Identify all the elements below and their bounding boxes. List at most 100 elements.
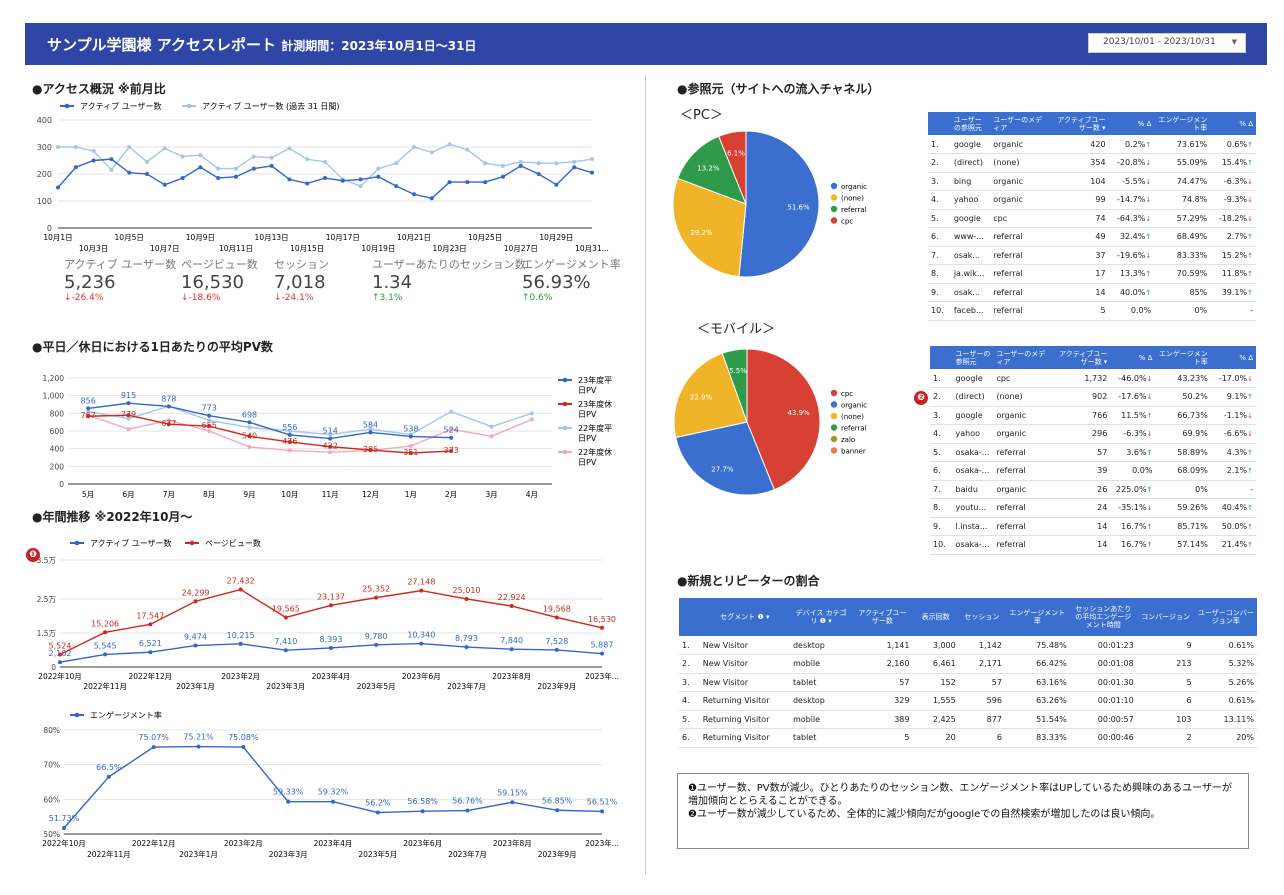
marker-1: ❶	[26, 548, 40, 562]
arrow-up-icon: ↑	[1247, 504, 1253, 513]
table-cell: 39	[1052, 461, 1111, 481]
table-cell: 0.0%	[1108, 301, 1155, 321]
cell-text: -14.7%	[1117, 195, 1146, 205]
table-cell: 104	[1050, 172, 1109, 191]
y-tick-label: 800	[50, 409, 65, 418]
table-cell: (none)	[993, 387, 1053, 407]
data-point	[412, 192, 416, 197]
metric-change: ↑0.6%	[522, 293, 553, 303]
data-point	[572, 159, 577, 164]
y-tick-label: 1.5万	[37, 629, 57, 638]
data-point	[103, 652, 108, 657]
cell-text: 2.	[933, 392, 941, 402]
metric-change: ↓-26.4%	[64, 293, 104, 303]
data-point	[328, 436, 333, 441]
data-point	[166, 404, 171, 409]
cell-text: -6.6%	[1223, 429, 1248, 439]
table-cell: 9.	[928, 283, 951, 302]
x-tick-label: 2023年8月	[492, 671, 531, 681]
table-cell: 73.61%	[1154, 135, 1211, 154]
cell-text: yahoo	[953, 195, 979, 205]
table-cell: osaka-...	[952, 535, 994, 555]
table-cell: organic	[993, 480, 1053, 499]
table-cell: 50.2%	[1155, 387, 1211, 407]
data-label: 538	[403, 424, 418, 433]
legend-label: cpc	[841, 390, 853, 398]
table-cell: -19.6%↓	[1108, 246, 1155, 265]
marker-2: ❷	[914, 391, 928, 405]
legend-dot	[186, 103, 192, 109]
newret-section-title: ●新規とリピーターの割合	[677, 574, 820, 588]
data-point	[329, 645, 333, 650]
legend-dot	[562, 401, 568, 407]
table-cell: -18.2%↓	[1210, 209, 1256, 228]
table-cell: organic	[993, 424, 1053, 444]
data-point	[447, 180, 452, 185]
metric-label: ユーザーあたりのセッション数	[372, 258, 526, 271]
table-cell: 9	[1136, 636, 1195, 655]
table-header-cell[interactable]: デバイス カテゴリ ❶ ▾	[789, 598, 853, 636]
arrow-down-icon: ↓	[1145, 196, 1152, 205]
table-cell: 66.73%	[1155, 406, 1211, 425]
referrer-section-title: ●参照元（サイトへの流入チャネル）	[677, 82, 880, 96]
table-cell: referral	[990, 283, 1051, 302]
cell-text: -6.3%	[1223, 176, 1248, 186]
table-cell: -6.3%↓	[1110, 424, 1156, 444]
data-point	[162, 182, 167, 187]
legend-label: 日PV	[578, 458, 597, 467]
table-cell: 66.42%	[1004, 654, 1070, 674]
table-row: 1. google cpc 1,732 -46.0%↓ 43.23% -17.0%↓	[930, 369, 1256, 388]
table-cell: 55.09%	[1154, 153, 1211, 173]
table-cell: osaka-...	[952, 443, 994, 462]
data-point	[145, 159, 149, 164]
arrow-down-icon: ↓	[1146, 430, 1153, 439]
cell-text: 16.7%	[1121, 521, 1147, 531]
cell-text: 8.	[931, 269, 939, 279]
arrow-down-icon: ↓	[1146, 393, 1153, 402]
table-cell: 0.0%	[1110, 461, 1156, 481]
data-label: 75.07%	[138, 733, 169, 742]
data-point	[465, 180, 470, 185]
new-returning-table: セグメント ❶ ▾ デバイス カテゴリ ❶ ▾ アクティブユーザー数 表示回数 セッショ…	[679, 598, 1257, 748]
cell-text: -19.6%	[1117, 250, 1146, 260]
table-header-cell[interactable]: アクティブユーザー数 ▾	[1052, 346, 1111, 369]
engagement-rate-chart: 50% 60% 70% 80% 2022年10月 2022年12月 2023年2月 2023年…	[42, 710, 619, 859]
table-row: 6. osaka-... referral 39 0.0% 68.09% 2.1%↑	[930, 461, 1256, 481]
table-cell: cpc	[993, 369, 1053, 388]
table-cell: l.insta...	[952, 517, 994, 536]
table-cell: 5.26%	[1194, 673, 1257, 692]
x-tick-label: 10月19日	[361, 244, 395, 253]
arrow-up-icon: ↑	[1247, 233, 1253, 242]
series-line	[88, 405, 533, 436]
legend-dot	[74, 712, 80, 718]
report-period: 計測期間：2023年10月1日～31日	[281, 39, 477, 53]
table-row: 2. (direct) (none) 354 -20.8%↓ 55.09% 15.4%↑	[928, 153, 1256, 173]
legend-dot	[562, 425, 568, 431]
table-row: 8. youtu... referral 24 -35.1%↓ 59.26% 40.4%↑	[930, 498, 1256, 518]
y-tick-label: 70%	[43, 761, 60, 770]
table-row: 6. Returning Visitor tablet 5 20 6 83.33% 00:00…	[679, 728, 1257, 748]
x-tick-label: 2022年10月	[42, 838, 86, 848]
chevron-down-icon[interactable]: ▼	[1231, 38, 1237, 46]
table-cell: 74.8%	[1154, 190, 1211, 210]
data-point	[62, 826, 66, 831]
data-point	[509, 604, 514, 609]
arrow-up-icon: ↑	[1146, 522, 1153, 531]
data-label: 8,793	[455, 634, 478, 643]
mobile-label: ＜モバイル＞	[697, 322, 776, 337]
data-label: 698	[242, 410, 257, 419]
legend-label: organic	[841, 183, 867, 191]
table-cell: -17.6%↓	[1110, 387, 1156, 407]
comment-box: ❶ユーザー数、PV数が減少。ひとりあたりのセッション数、エンゲージメント率はUP…	[677, 773, 1249, 849]
slice-label: 27.7%	[711, 465, 734, 473]
data-label: 422	[323, 442, 338, 451]
x-tick-label: 5月	[82, 490, 94, 499]
x-tick-label: 4月	[526, 490, 538, 499]
table-cell: New Visitor	[699, 673, 790, 692]
table-header-cell[interactable]: セグメント ❶ ▾	[699, 598, 790, 636]
date-range-picker[interactable]: 2023/10/01 - 2023/10/31 ▼	[1088, 33, 1246, 53]
data-point	[103, 630, 108, 635]
cell-text: 83.33%	[1176, 250, 1208, 260]
table-header-cell[interactable]: アクティブユーザー数 ▾	[1050, 112, 1109, 135]
table-header-cell: エンゲージメント率	[1154, 112, 1211, 135]
